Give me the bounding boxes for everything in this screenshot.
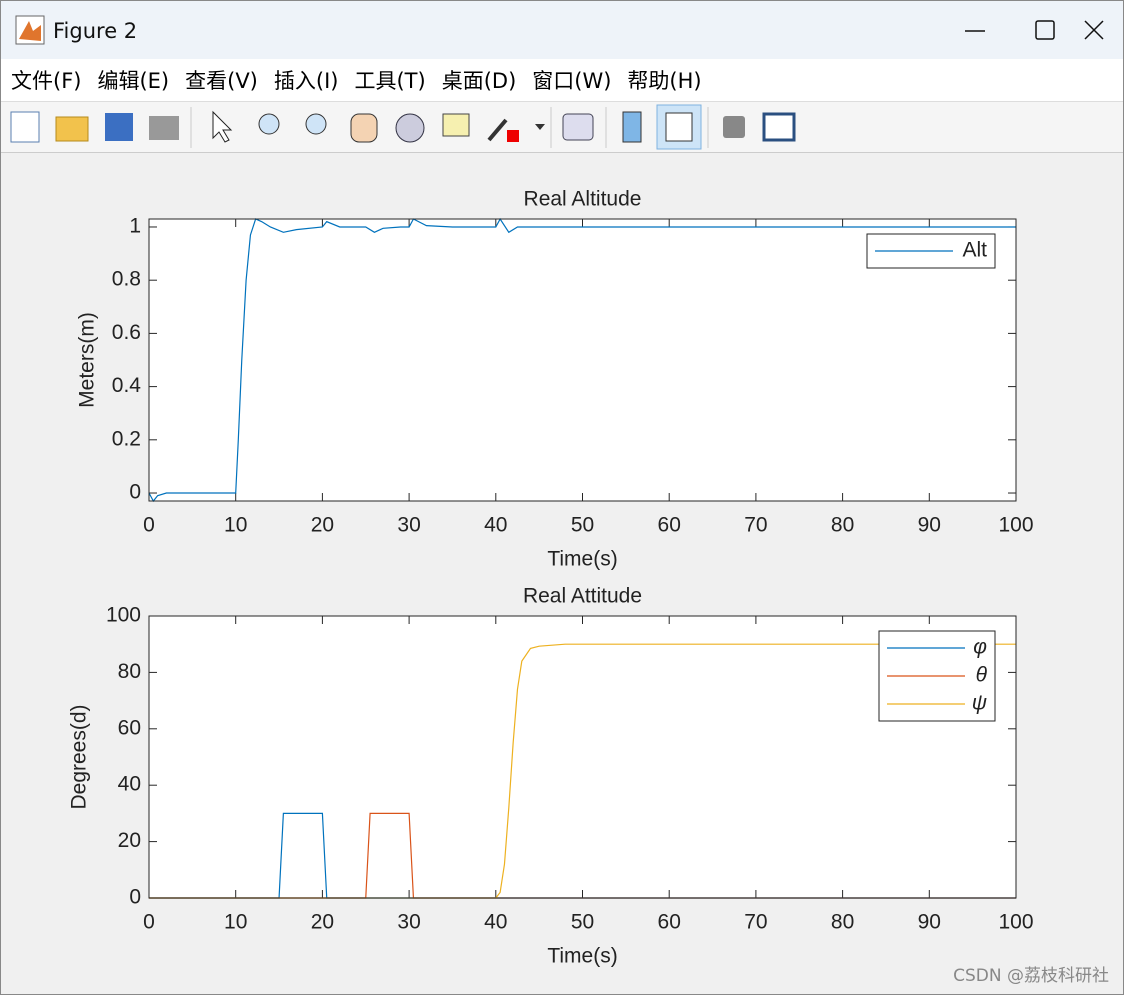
y-tick-label: 100 xyxy=(106,604,141,627)
chart-title: Real Altitude xyxy=(524,188,642,211)
y-tick-label: 80 xyxy=(118,660,141,683)
app-icon xyxy=(15,15,45,45)
x-tick-label: 30 xyxy=(397,911,420,934)
x-tick-label: 80 xyxy=(831,514,854,537)
menu-item[interactable]: 窗口(W) xyxy=(532,69,612,93)
x-tick-label: 60 xyxy=(658,514,681,537)
menu-item[interactable]: 查看(V) xyxy=(185,69,258,93)
y-tick-label: 0 xyxy=(129,481,141,504)
watermark: CSDN @荔枝科研社 xyxy=(953,966,1109,986)
x-tick-label: 50 xyxy=(571,514,594,537)
x-tick-label: 60 xyxy=(658,911,681,934)
x-tick-label: 40 xyxy=(484,911,507,934)
x-tick-label: 90 xyxy=(918,514,941,537)
y-tick-label: 1 xyxy=(129,215,141,238)
x-tick-label: 10 xyxy=(224,514,247,537)
x-tick-label: 80 xyxy=(831,911,854,934)
menu-item[interactable]: 工具(T) xyxy=(354,69,426,93)
x-tick-label: 30 xyxy=(397,514,420,537)
window-title: Figure 2 xyxy=(53,19,138,43)
menu-item[interactable]: 文件(F) xyxy=(11,69,82,93)
window-controls[interactable] xyxy=(943,1,1123,59)
y-axis-label: Meters(m) xyxy=(76,312,99,408)
y-tick-label: 0.2 xyxy=(112,427,141,450)
toolbar-icons[interactable] xyxy=(1,102,801,152)
axes-frame xyxy=(148,615,1017,899)
y-tick-label: 0.8 xyxy=(112,268,141,291)
x-tick-label: 0 xyxy=(143,514,155,537)
menu-bar: 文件(F) 编辑(E) 查看(V) 插入(I) 工具(T) 桌面(D) 窗口(W) 帮助(H) xyxy=(1,59,1123,101)
y-tick-label: 20 xyxy=(118,829,141,852)
x-tick-label: 10 xyxy=(224,911,247,934)
x-tick-label: 100 xyxy=(998,514,1033,537)
x-tick-label: 70 xyxy=(744,911,767,934)
menu-item[interactable]: 桌面(D) xyxy=(441,69,517,93)
legend-label: θ xyxy=(976,664,988,687)
x-tick-label: 40 xyxy=(484,514,507,537)
title-bar: Figure 2 xyxy=(1,1,1123,59)
axes-frame xyxy=(148,218,1017,502)
x-tick-label: 90 xyxy=(918,911,941,934)
legend-label: ψ xyxy=(972,692,987,715)
y-tick-label: 0.4 xyxy=(112,374,142,397)
y-tick-label: 60 xyxy=(118,716,141,739)
x-tick-label: 20 xyxy=(311,911,334,934)
y-tick-label: 0.6 xyxy=(112,321,141,344)
x-tick-label: 100 xyxy=(998,911,1033,934)
x-tick-label: 50 xyxy=(571,911,594,934)
menu-item[interactable]: 帮助(H) xyxy=(627,69,702,93)
x-axis-label: Time(s) xyxy=(547,548,617,571)
x-axis-label: Time(s) xyxy=(547,945,617,968)
y-tick-label: 0 xyxy=(129,886,141,909)
plot-area xyxy=(149,616,1016,898)
x-tick-label: 20 xyxy=(311,514,334,537)
toolbar xyxy=(1,101,1123,153)
legend-label: φ xyxy=(973,636,987,659)
menu-item[interactable]: 插入(I) xyxy=(273,69,339,93)
chart-title: Real Attitude xyxy=(523,585,642,608)
data-line xyxy=(148,217,1016,503)
x-tick-label: 0 xyxy=(143,911,155,934)
legend-label: Alt xyxy=(962,239,987,262)
y-tick-label: 40 xyxy=(118,773,141,796)
y-axis-label: Degrees(d) xyxy=(68,704,91,809)
x-tick-label: 70 xyxy=(744,514,767,537)
menu-item[interactable]: 编辑(E) xyxy=(97,69,170,93)
